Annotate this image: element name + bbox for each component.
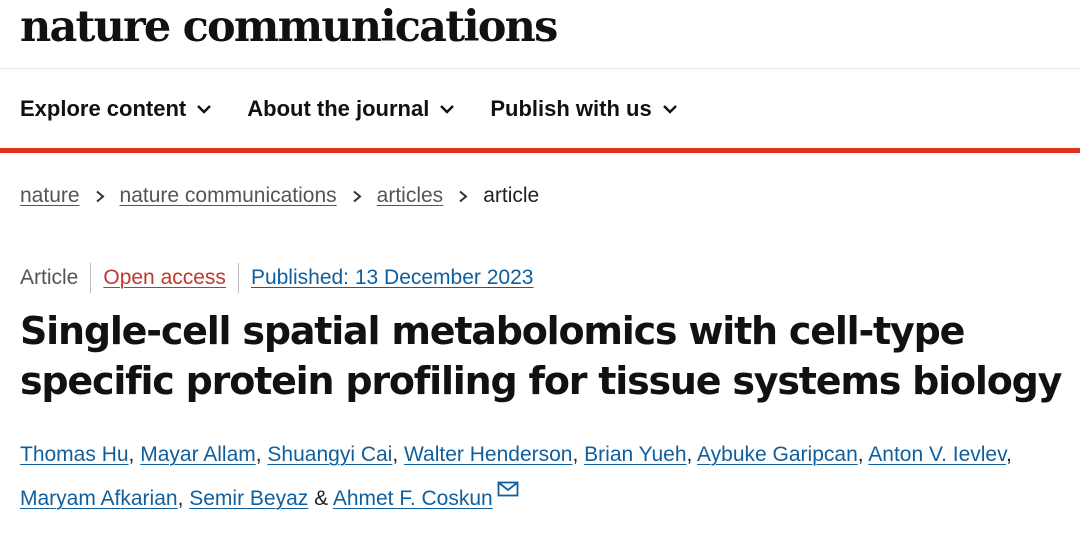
nav-explore-content[interactable]: Explore content [20,96,212,122]
author-link[interactable]: Maryam Afkarian [20,487,178,510]
nav-about-the-journal[interactable]: About the journal [247,96,455,122]
nav-publish-with-us[interactable]: Publish with us [490,96,677,122]
journal-logo[interactable]: nature communications [20,2,558,52]
chevron-right-icon [95,190,105,202]
author-link[interactable]: Walter Henderson [404,443,573,466]
author-separator: , [128,443,141,466]
author-link[interactable]: Anton V. Ievlev [868,443,1007,466]
author-separator: , [177,487,190,510]
author-separator-last: & [308,487,333,510]
author-link[interactable]: Shuangyi Cai [267,443,393,466]
chevron-down-icon [197,105,212,114]
article-meta: Article Open access Published: 13 Decemb… [20,263,533,293]
breadcrumb: nature nature communications articles ar… [20,184,539,208]
author-separator: , [686,443,698,466]
nav-label: Publish with us [490,96,652,121]
article-type: Article [20,266,79,289]
breadcrumb-nature[interactable]: nature [20,184,80,207]
chevron-right-icon [459,190,468,202]
chevron-down-icon [440,105,455,114]
meta-divider [90,263,92,293]
author-separator: , [572,443,585,466]
author-link[interactable]: Ahmet F. Coskun [332,487,493,510]
author-list: Thomas Hu, Mayar Allam, Shuangyi Cai, Wa… [20,433,1070,521]
author-link[interactable]: Thomas Hu [20,443,129,466]
article-title: Single-cell spatial metabolomics with ce… [20,309,1062,403]
breadcrumb-nature-communications[interactable]: nature communications [119,184,337,207]
author-separator: , [857,443,869,466]
nav-label: Explore content [20,96,187,121]
meta-divider [237,263,239,293]
author-link[interactable]: Brian Yueh [584,443,687,466]
breadcrumb-current: article [483,184,540,207]
header-divider [0,68,1080,69]
author-link[interactable]: Semir Beyaz [189,487,309,510]
nav-label: About the journal [247,96,430,121]
breadcrumb-articles[interactable]: articles [376,184,444,207]
published-date-link[interactable]: Published: 13 December 2023 [250,266,534,289]
author-separator: , [392,443,405,466]
author-separator: , [255,443,268,466]
author-link[interactable]: Aybuke Garipcan [697,443,858,466]
chevron-right-icon [353,190,362,202]
main-nav: Explore content About the journal Publis… [20,92,713,126]
author-separator: , [1006,443,1012,466]
email-icon[interactable] [497,481,519,497]
author-link[interactable]: Mayar Allam [140,443,256,466]
accent-bar [0,148,1080,153]
open-access-link[interactable]: Open access [103,266,226,289]
chevron-down-icon [662,105,677,114]
